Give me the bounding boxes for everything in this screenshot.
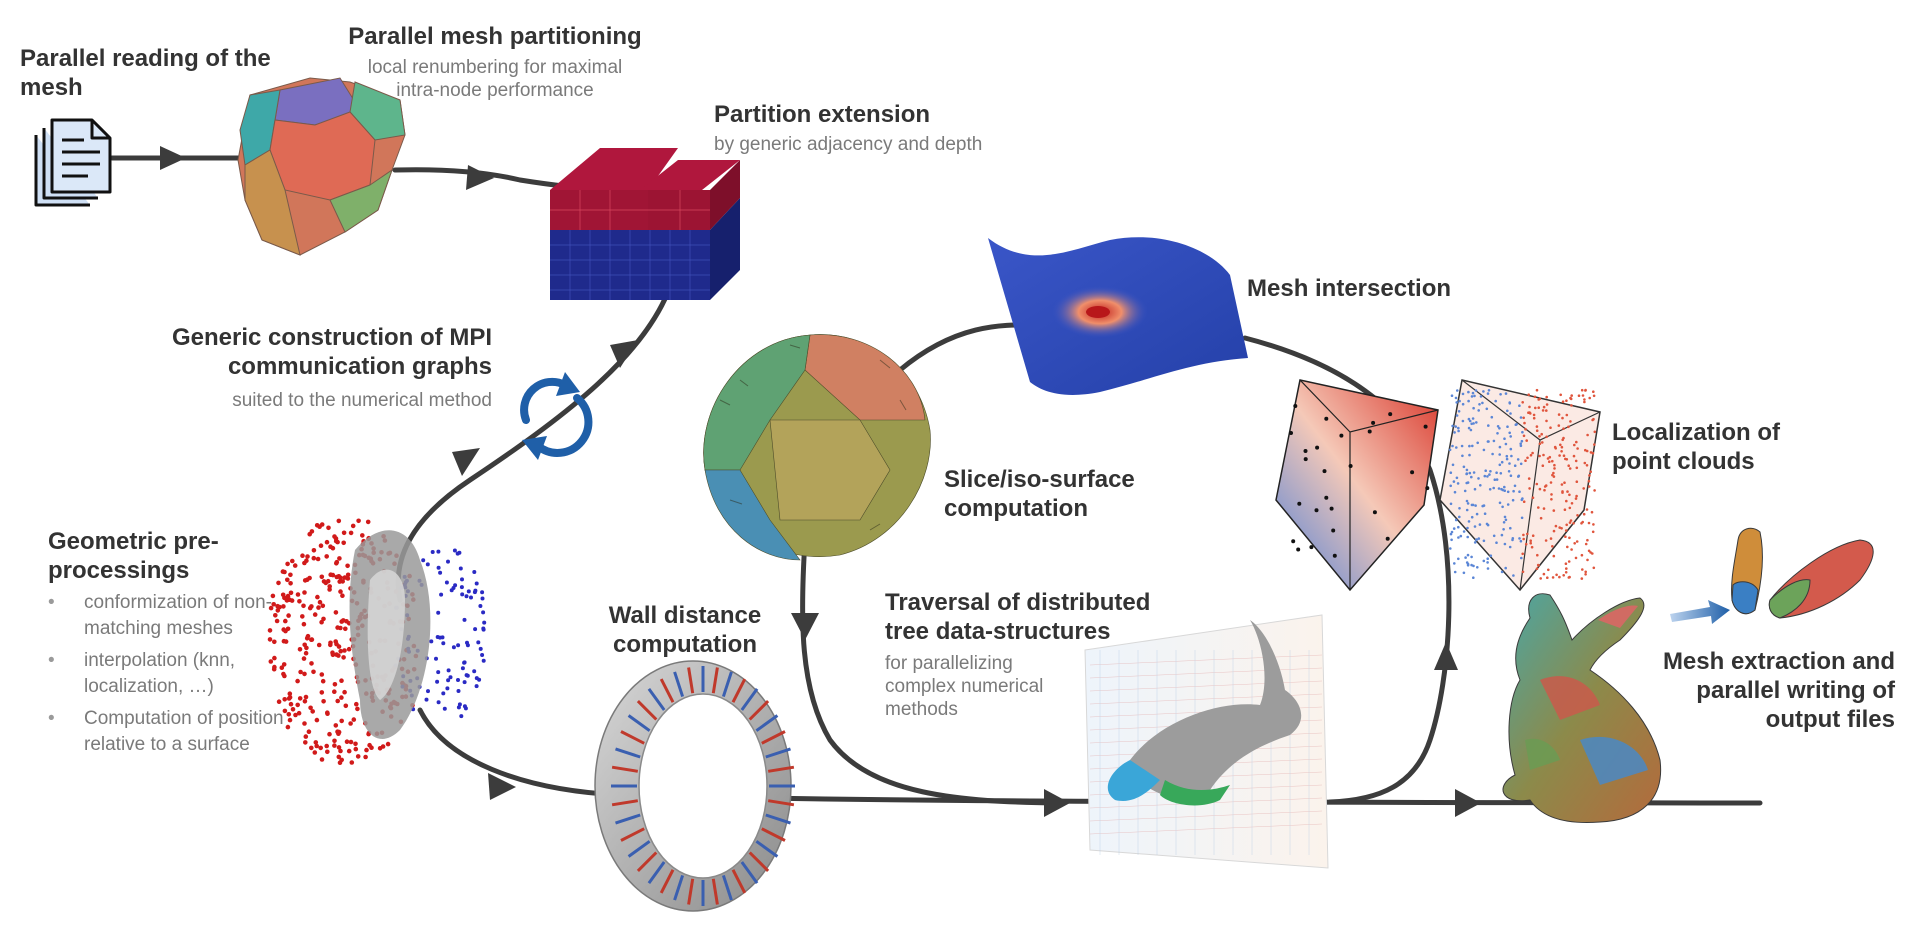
wall-distance-ring: [594, 660, 795, 912]
geometric-bullet: conformization of non-matching meshes: [48, 590, 333, 642]
geometric-bullet: interpolation (knn, localization, …): [48, 648, 333, 700]
arrow-head-3: [610, 340, 638, 368]
iso-surface-sphere: [703, 334, 931, 561]
step-slice-title: Slice/iso-surface computation: [944, 466, 1135, 522]
arrow-head-1: [160, 146, 186, 170]
step-geometric-title: Geometric pre-processings: [48, 528, 219, 584]
arrow-head-9: [1434, 642, 1458, 670]
arrow-head-8: [791, 613, 819, 640]
arrow-head-2: [466, 165, 494, 190]
step-localization-title: Localization of point clouds: [1612, 419, 1780, 475]
arrow-head-4: [452, 448, 480, 476]
tree-traversal-box: [1084, 614, 1329, 869]
flow-line-right-loop: [1242, 335, 1452, 805]
step-traversal-subtitle: for parallelizing complex numerical meth…: [885, 653, 1044, 720]
arrow-head-6: [1044, 789, 1070, 817]
step-mpi-title: Generic construction of MPI communicatio…: [171, 324, 492, 380]
arrow-right-icon: [1670, 600, 1730, 624]
step-partitioning-subtitle: local renumbering for maximal intra-node…: [367, 57, 623, 101]
localization-wedges: [1275, 379, 1601, 592]
document-stack-icon: [34, 118, 112, 207]
step-extension-subtitle: by generic adjacency and depth: [714, 134, 983, 155]
bunny-mesh: [1502, 593, 1662, 824]
step-reading-title: Parallel reading of the mesh: [20, 45, 271, 101]
arrow-head-5: [488, 773, 516, 800]
intersection-surface: [988, 237, 1248, 395]
step-geometric-bullets: conformization of non-matching meshes in…: [48, 590, 333, 764]
partitioned-mesh-blob: [237, 77, 406, 256]
step-partitioning-title: Parallel mesh partitioning: [348, 23, 642, 50]
step-mpi-subtitle: suited to the numerical method: [232, 390, 492, 411]
step-intersection-title: Mesh intersection: [1247, 275, 1452, 302]
step-wall-title: Wall distance computation: [608, 602, 762, 658]
geometric-bullet: Computation of position relative to a su…: [48, 706, 333, 758]
step-extension-title: Partition extension: [714, 101, 931, 128]
step-extraction-title: Mesh extraction and parallel writing of …: [1662, 648, 1895, 733]
step-traversal-title: Traversal of distributed tree data-struc…: [885, 589, 1151, 645]
extracted-mesh-pieces: [1731, 527, 1874, 619]
arrow-head-7: [1455, 789, 1481, 817]
partition-extension-cube: [550, 148, 740, 300]
refresh-cycle-icon: [520, 372, 593, 460]
